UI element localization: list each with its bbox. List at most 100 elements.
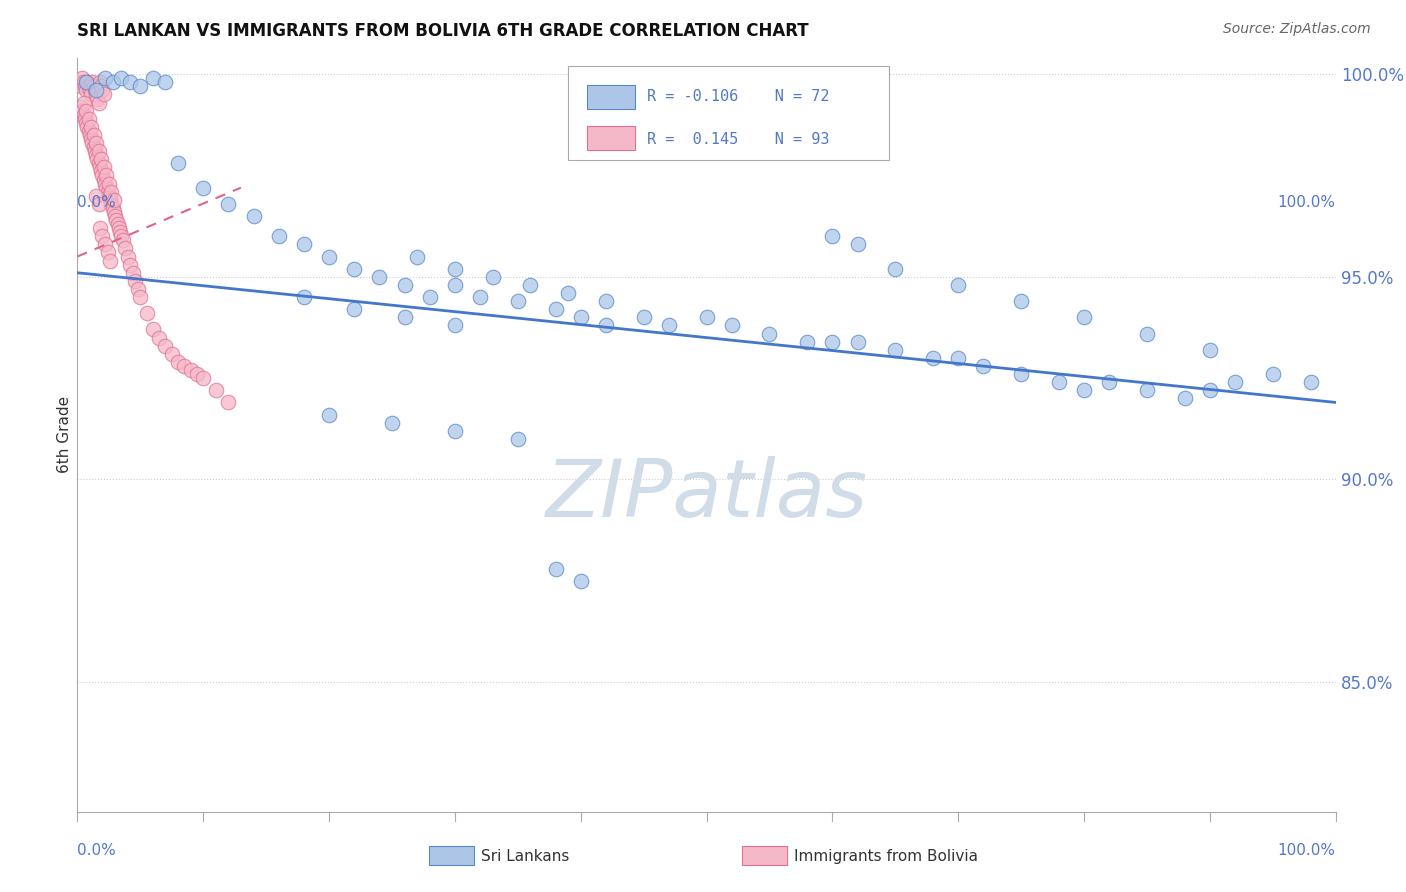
Point <box>569 574 592 588</box>
Point <box>155 339 177 353</box>
Point <box>1299 375 1322 389</box>
Point <box>127 282 149 296</box>
Point <box>94 237 117 252</box>
Point <box>1199 384 1222 398</box>
Point <box>1199 343 1222 357</box>
Point <box>394 310 416 325</box>
Point <box>720 318 742 333</box>
Point <box>82 136 104 150</box>
Point <box>110 229 132 244</box>
Point <box>80 120 103 134</box>
Point <box>72 108 94 122</box>
Point <box>69 75 91 89</box>
Point <box>1047 375 1070 389</box>
Point <box>83 140 105 154</box>
Point <box>121 266 143 280</box>
Point <box>97 177 120 191</box>
Point <box>110 71 132 86</box>
Point <box>129 79 152 94</box>
Point <box>84 144 107 158</box>
Point <box>204 384 226 398</box>
Text: 0.0%: 0.0% <box>77 843 117 858</box>
Point <box>821 334 844 349</box>
Point <box>1261 367 1284 381</box>
Point <box>160 347 183 361</box>
Point <box>948 277 970 292</box>
Point <box>1223 375 1246 389</box>
Point <box>93 161 115 175</box>
Point <box>267 229 290 244</box>
Point <box>120 75 142 89</box>
Point <box>72 75 94 89</box>
Point <box>343 261 366 276</box>
Point <box>1010 294 1032 309</box>
Point <box>90 164 112 178</box>
Point <box>142 71 165 86</box>
Point <box>76 120 98 134</box>
Point <box>191 371 215 385</box>
Point <box>242 209 264 223</box>
Point <box>77 112 100 126</box>
Point <box>90 153 112 167</box>
Point <box>86 91 108 105</box>
Point <box>96 169 118 183</box>
Point <box>1174 392 1197 406</box>
Point <box>107 217 129 231</box>
Text: ZIPatlas: ZIPatlas <box>546 456 868 534</box>
Point <box>633 310 655 325</box>
Point <box>101 75 124 89</box>
Point <box>93 87 115 102</box>
Point <box>468 290 491 304</box>
Point <box>368 269 391 284</box>
Point <box>111 233 134 247</box>
Point <box>72 71 94 86</box>
Point <box>91 169 114 183</box>
Point <box>79 128 101 142</box>
Point <box>444 318 467 333</box>
Point <box>79 83 101 97</box>
Point <box>343 302 366 317</box>
Point <box>846 334 869 349</box>
Point <box>519 277 541 292</box>
Point <box>70 100 93 114</box>
Point <box>1073 310 1095 325</box>
Point <box>191 180 215 194</box>
Point <box>87 144 110 158</box>
Point <box>217 197 239 211</box>
Point <box>84 83 107 97</box>
Point <box>884 343 907 357</box>
Point <box>84 148 107 162</box>
Point <box>87 95 110 110</box>
FancyBboxPatch shape <box>586 126 634 150</box>
Text: SRI LANKAN VS IMMIGRANTS FROM BOLIVIA 6TH GRADE CORRELATION CHART: SRI LANKAN VS IMMIGRANTS FROM BOLIVIA 6T… <box>77 22 808 40</box>
Point <box>90 79 112 94</box>
Point <box>124 274 146 288</box>
Point <box>292 237 315 252</box>
Point <box>98 193 121 207</box>
Point <box>922 351 945 365</box>
Point <box>846 237 869 252</box>
Point <box>155 75 177 89</box>
Point <box>595 318 617 333</box>
Point <box>318 250 340 264</box>
Point <box>167 355 190 369</box>
Point <box>73 79 96 94</box>
Point <box>1098 375 1121 389</box>
Point <box>87 197 110 211</box>
Point <box>89 75 111 89</box>
Point <box>1010 367 1032 381</box>
Point <box>72 103 94 118</box>
Point <box>94 177 117 191</box>
Point <box>186 367 208 381</box>
Text: 100.0%: 100.0% <box>1278 843 1336 858</box>
Point <box>84 136 107 150</box>
Point <box>75 103 97 118</box>
Point <box>100 185 122 199</box>
Point <box>419 290 441 304</box>
Point <box>80 87 103 102</box>
Point <box>103 193 125 207</box>
Point <box>108 225 131 239</box>
Point <box>381 416 404 430</box>
Point <box>406 250 429 264</box>
Point <box>72 95 94 110</box>
